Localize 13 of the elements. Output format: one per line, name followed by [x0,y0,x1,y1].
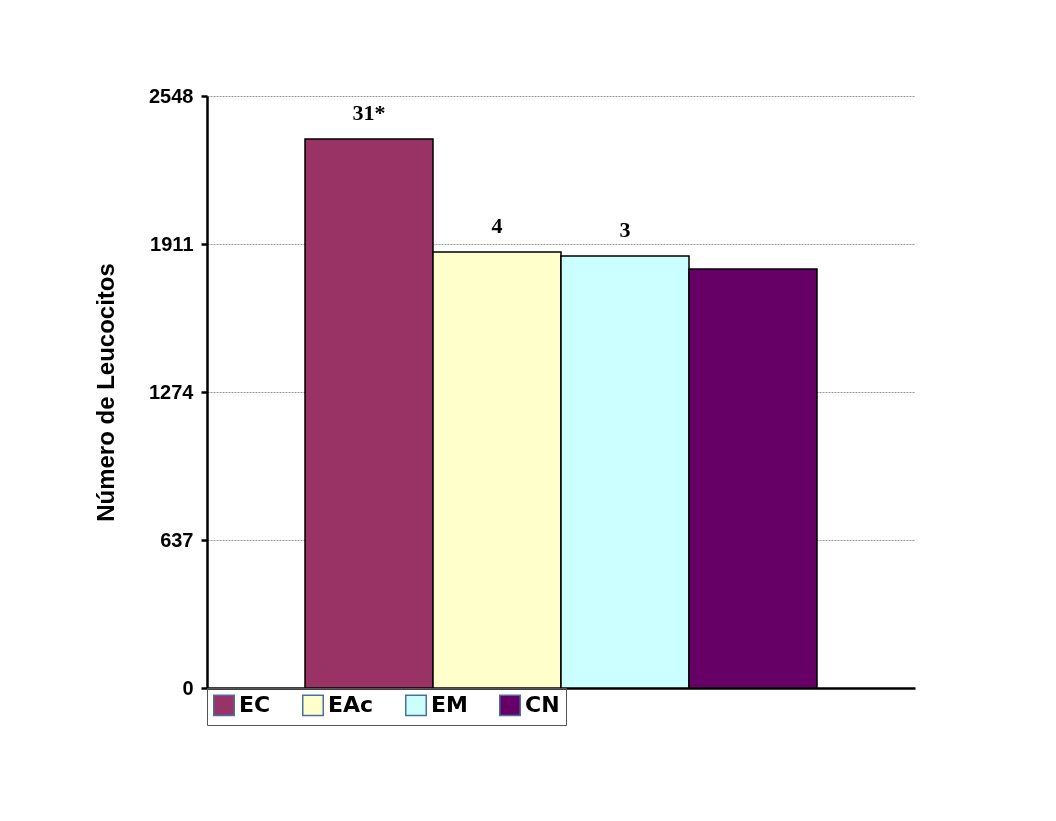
annotation: 3 [619,217,631,243]
y-axis-title: Número de Leucocitos [92,263,120,522]
y-tick-label: 0 [182,676,194,699]
legend-label: EAc [328,692,374,718]
y-tick-label: 1274 [149,380,195,403]
y-tick-label: 637 [160,528,194,551]
legend-label: CN [525,692,560,718]
annotation: 4 [491,212,503,238]
legend-label: EC [239,692,271,718]
y-tick-label: 2548 [149,84,194,107]
legend-label: EM [431,692,468,718]
y-tick-label: 1911 [150,232,194,255]
annotation: 31* [352,99,386,125]
